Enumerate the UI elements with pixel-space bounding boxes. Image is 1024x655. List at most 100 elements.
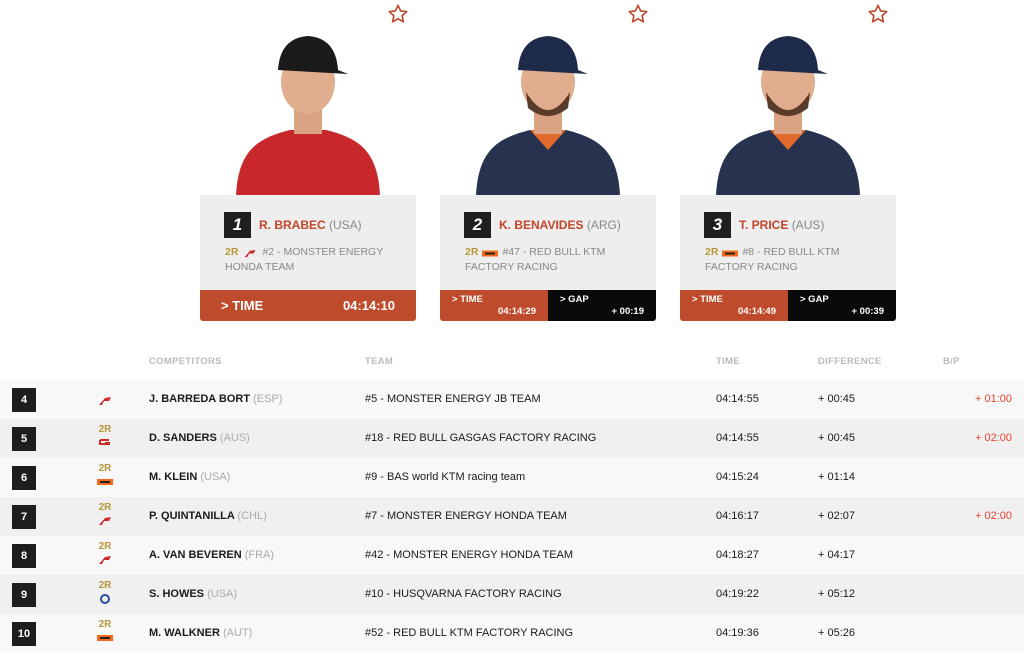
rank-badge: 6 [12,466,36,490]
difference-value: + 04:17 [818,549,856,561]
podium-card[interactable]: 1 R. BRABEC (USA) 2R #2 - MONSTER ENERGY … [200,0,416,322]
honda-logo-icon [99,556,111,564]
rider-nationality: (AUS) [791,218,825,232]
team-name: #8 - RED BULL KTM FACTORY RACING [705,246,840,273]
competitor-name[interactable]: M. KLEIN (USA) [149,471,230,483]
competitor-name-text: J. BARREDA BORT [149,393,251,405]
husqvarna-logo-icon [100,594,110,604]
result-footer: > TIME 04:14:49 > GAP + 00:39 [680,290,896,321]
brand-logos: 2R [95,541,115,571]
rank-badge: 4 [12,388,36,412]
rider-name[interactable]: T. PRICE (AUS) [739,218,824,232]
table-row[interactable]: 5 2R D. SANDERS (AUS) #18 - RED BULL GAS… [0,419,1024,458]
favorite-star-icon[interactable] [387,3,409,25]
rally2-logo: 2R [225,246,239,258]
rank-badge: 5 [12,427,36,451]
time-value: 04:15:24 [716,471,759,483]
rider-info: 3 T. PRICE (AUS) 2R #8 - RED BULL KTM FAC… [680,195,896,291]
result-footer: > TIME 04:14:29 > GAP + 00:19 [440,290,656,321]
competitor-name-text: A. VAN BEVEREN [149,549,242,561]
rally2-logo: 2R [705,246,719,258]
difference-value: + 02:07 [818,510,856,522]
table-row[interactable]: 9 2R S. HOWES (USA) #10 - HUSQVARNA FACT… [0,575,1024,614]
team-name: #52 - RED BULL KTM FACTORY RACING [365,627,574,639]
time-value: 04:14:55 [716,393,759,405]
time-label: > TIME [692,294,723,305]
rider-name[interactable]: R. BRABEC (USA) [259,218,362,232]
team-name: #2 - MONSTER ENERGY HONDA TEAM [225,246,384,273]
time-value: 04:19:36 [716,627,759,639]
rank-badge: 1 [224,212,251,238]
competitor-nationality: (AUT) [222,627,253,639]
time-cell: > TIME 04:14:49 [680,290,788,321]
rank-badge: 8 [12,544,36,568]
competitor-nationality: (ESP) [253,393,283,405]
gap-cell: > GAP + 00:19 [548,290,656,321]
rally2-logo: 2R [98,502,112,513]
gap-cell: > GAP + 00:39 [788,290,896,321]
team-name: #18 - RED BULL GASGAS FACTORY RACING [365,432,597,444]
honda-logo-icon [99,397,111,405]
competitor-nationality: (AUS) [219,432,250,444]
time-label: > TIME [452,294,483,305]
rally2-logo: 2R [98,424,112,435]
brand-logos: 2R [95,463,115,493]
competitor-name[interactable]: J. BARREDA BORT (ESP) [149,393,282,405]
table-row[interactable]: 10 2R M. WALKNER (AUT) #52 - RED BULL KT… [0,614,1024,653]
favorite-star-icon[interactable] [627,3,649,25]
rank-badge: 7 [12,505,36,529]
ktm-logo-icon [97,479,113,485]
honda-logo-icon [245,250,256,258]
competitor-name[interactable]: P. QUINTANILLA (CHL) [149,510,267,522]
rally2-logo: 2R [98,619,112,630]
competitor-name[interactable]: M. WALKNER (AUT) [149,627,252,639]
header-bp: B/P [943,356,960,367]
rider-team: 2R #8 - RED BULL KTM FACTORY RACING [705,245,885,275]
table-row[interactable]: 4 J. BARREDA BORT (ESP) #5 - MONSTER ENE… [0,380,1024,419]
time-value: 04:14:29 [497,306,536,317]
favorite-star-icon[interactable] [867,3,889,25]
competitor-name[interactable]: D. SANDERS (AUS) [149,432,250,444]
rider-name-text: T. PRICE [739,218,789,232]
podium-card[interactable]: 2 K. BENAVIDES (ARG) 2R #47 - RED BULL KT… [440,0,656,322]
competitor-name[interactable]: S. HOWES (USA) [149,588,237,600]
header-time: TIME [716,356,740,367]
rally2-logo: 2R [98,463,112,474]
time-cell: > TIME 04:14:29 [440,290,548,321]
podium-card[interactable]: 3 T. PRICE (AUS) 2R #8 - RED BULL KTM FAC… [680,0,896,322]
difference-value: + 05:26 [818,627,856,639]
competitor-nationality: (CHL) [237,510,267,522]
rank-badge: 3 [704,212,731,238]
time-value: 04:14:55 [716,432,759,444]
difference-value: + 01:14 [818,471,856,483]
table-row[interactable]: 6 2R M. KLEIN (USA) #9 - BAS world KTM r… [0,458,1024,497]
difference-value: + 05:12 [818,588,856,600]
time-cell: > TIME 04:14:10 [200,290,416,321]
time-value: 04:14:10 [342,298,395,313]
competitor-nationality: (FRA) [244,549,275,561]
time-value: 04:19:22 [716,588,759,600]
competitor-name-text: S. HOWES [149,588,205,600]
competitor-nationality: (USA) [207,588,238,600]
table-row[interactable]: 8 2R A. VAN BEVEREN (FRA) #42 - MONSTER … [0,536,1024,575]
rider-name[interactable]: K. BENAVIDES (ARG) [499,218,621,232]
competitor-name[interactable]: A. VAN BEVEREN (FRA) [149,549,274,561]
team-name: #42 - MONSTER ENERGY HONDA TEAM [365,549,574,561]
table-row[interactable]: 7 2R P. QUINTANILLA (CHL) #7 - MONSTER E… [0,497,1024,536]
gap-label: > GAP [560,294,589,305]
team-name: #47 - RED BULL KTM FACTORY RACING [465,246,606,273]
rider-nationality: (ARG) [586,218,621,232]
bonus-penalty-value: + 02:00 [974,510,1012,522]
gap-value: + 00:39 [851,306,885,317]
ktm-logo-icon [722,250,739,257]
competitor-name-text: D. SANDERS [149,432,217,444]
rally2-logo [95,385,115,393]
team-name: #9 - BAS world KTM racing team [365,471,526,483]
brand-logos: 2R [95,502,115,532]
competitor-name-text: M. KLEIN [149,471,198,483]
bonus-penalty-value: + 02:00 [974,432,1012,444]
rally2-logo: 2R [465,246,479,258]
rider-nationality: (USA) [329,218,362,232]
rider-name-text: R. BRABEC [259,218,326,232]
time-value: 04:16:17 [716,510,759,522]
